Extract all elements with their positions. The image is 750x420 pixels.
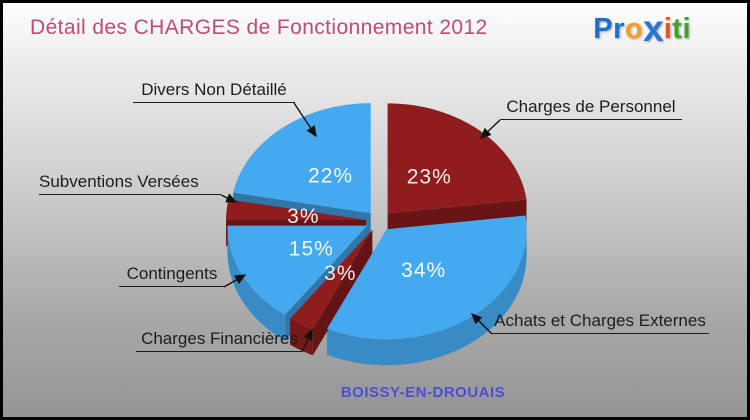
callout-arrow: [220, 193, 238, 203]
pie-slice-charges-de-personnel[interactable]: [387, 103, 527, 214]
callout-arrow: [301, 328, 313, 353]
logo-letter: ti: [672, 13, 691, 45]
pie-slice-divers-non-d-taill-[interactable]: [233, 103, 371, 214]
pie-slice-side: [312, 229, 373, 356]
pie-percent-label: 15%: [289, 238, 334, 261]
pie-percent-label: 3%: [287, 205, 319, 228]
pie-slice-rim: [327, 229, 527, 366]
pie-percent-labels: 23%34%3%15%3%22%: [287, 164, 452, 285]
callout-divers-non-detaille: Divers Non Détaillé: [133, 79, 295, 103]
logo-letter: Pr: [593, 13, 625, 45]
pie-chart: 23%34%3%15%3%22%: [220, 102, 527, 366]
chart-title: Détail des CHARGES de Fonctionnement 201…: [30, 16, 488, 39]
callout-contingents: Contingents: [119, 263, 225, 287]
pie-percent-label: 22%: [308, 164, 353, 187]
municipality-name: BOISSY-EN-DROUAIS: [340, 384, 506, 401]
callout-charges-financieres: Charges Financières: [136, 328, 303, 352]
callout-arrow: [223, 274, 247, 288]
pie-slice-contingents[interactable]: [227, 225, 368, 315]
callout-charges-de-personnel: Charges de Personnel: [500, 96, 682, 120]
pie-slice-achats-et-charges-externes[interactable]: [327, 215, 527, 340]
logo-letter: i: [663, 13, 673, 45]
pie-slice-charges-financi-res[interactable]: [290, 229, 373, 330]
pie-percent-label: 3%: [324, 262, 356, 285]
pie-percent-label: 23%: [407, 166, 452, 189]
pie-top-faces: [226, 103, 527, 340]
callout-subventions-versees: Subventions Versées: [39, 171, 221, 195]
pie-percent-label: 34%: [401, 259, 446, 282]
callout-arrow: [479, 119, 501, 139]
callout-arrows: [220, 102, 501, 353]
callout-arrow: [293, 102, 317, 138]
callout-arrow: [471, 313, 493, 335]
logo-letter: o: [624, 13, 644, 45]
proxiti-logo[interactable]: Proxiti: [593, 8, 691, 50]
logo-letter: x: [643, 8, 664, 49]
pie-slice-subventions-vers-es[interactable]: [226, 199, 367, 221]
callout-achats-et-charges-externes: Achats et Charges Externes: [491, 310, 709, 334]
pie-slice-rim: [227, 225, 286, 341]
pie-slice-rim: [290, 318, 313, 356]
